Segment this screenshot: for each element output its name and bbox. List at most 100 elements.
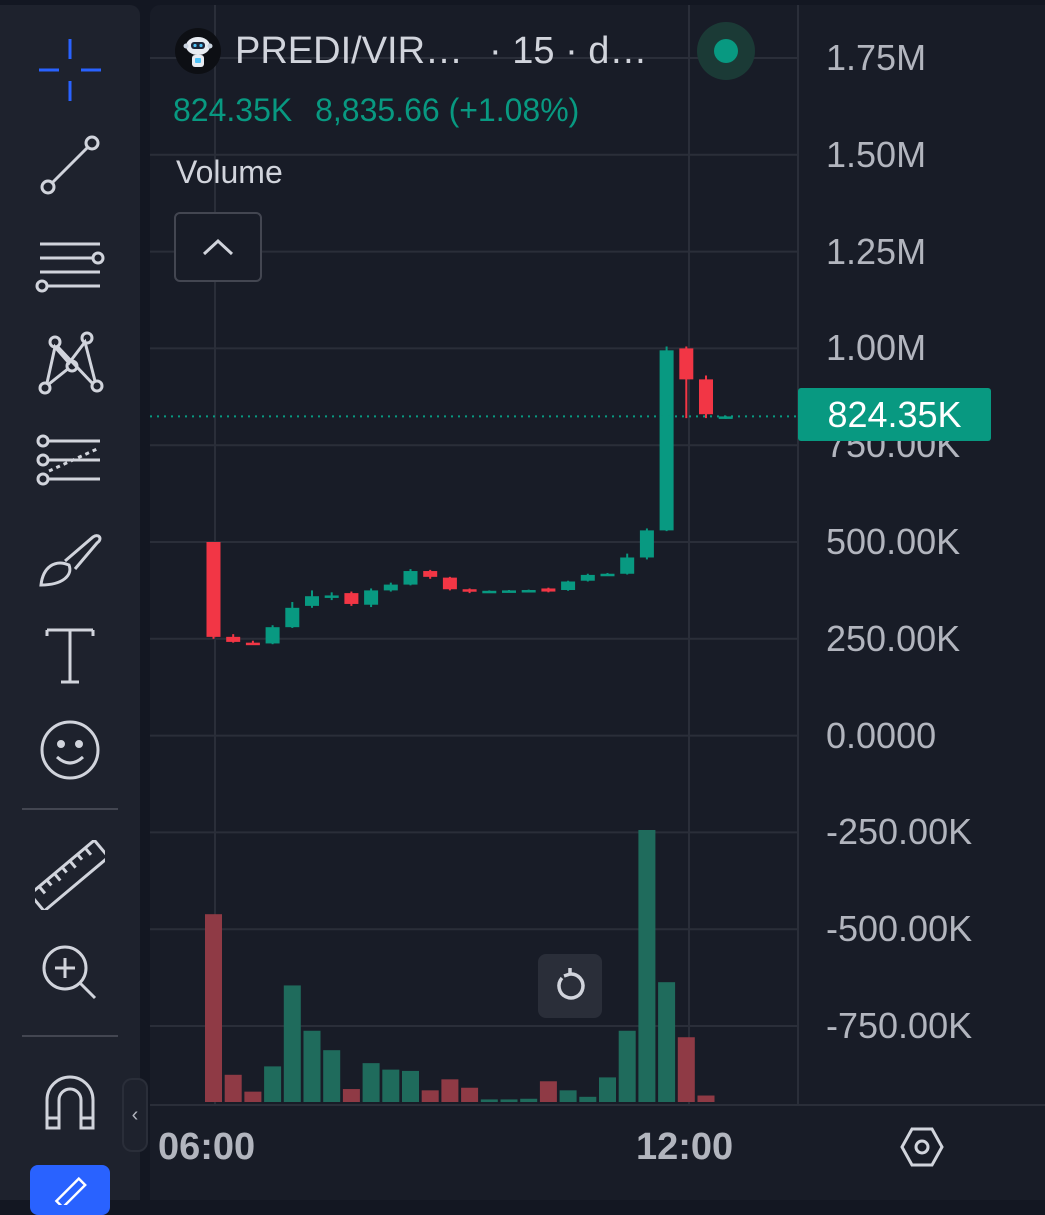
candle <box>541 587 556 593</box>
reset-icon <box>557 968 585 1000</box>
drawing-toolbar <box>0 0 140 1215</box>
ruler-icon <box>35 840 105 910</box>
candle <box>226 634 241 643</box>
price-axis-label: -250.00K <box>826 811 973 853</box>
volume-bar <box>599 1077 616 1102</box>
volume-bar <box>658 982 676 1102</box>
volume-bar <box>618 1030 636 1102</box>
collapse-legend-button[interactable] <box>174 212 262 282</box>
volume-bar <box>579 1096 597 1102</box>
candle-body <box>541 588 556 592</box>
volume-bar <box>264 1066 282 1102</box>
volume-bars <box>205 830 715 1102</box>
crosshair-tool[interactable] <box>20 30 120 110</box>
candle-body <box>423 571 438 577</box>
symbol-interval[interactable]: · 15 · d… <box>489 29 648 72</box>
candle <box>245 640 260 646</box>
pattern-tool[interactable] <box>20 323 120 403</box>
candle-body <box>442 577 457 590</box>
volume-bar <box>244 1091 262 1102</box>
brush-tool[interactable] <box>20 520 120 600</box>
pattern-icon <box>38 331 104 395</box>
symbol-legend[interactable]: PREDI/VIR… · 15 · d… <box>175 28 647 74</box>
candle <box>403 569 418 586</box>
text-tool[interactable] <box>20 615 120 695</box>
price-axis-label: -500.00K <box>826 908 973 950</box>
ruler-tool[interactable] <box>20 835 120 915</box>
symbol-title[interactable]: PREDI/VIR… <box>235 29 464 72</box>
candle <box>442 576 457 591</box>
candlestick-series <box>206 346 733 646</box>
chevron-left-icon: ‹ <box>131 1103 139 1126</box>
volume-bar <box>638 830 656 1102</box>
candle-body <box>561 581 576 591</box>
volume-bar <box>697 1095 715 1102</box>
market-status-indicator[interactable] <box>697 22 755 80</box>
reset-chart-button[interactable] <box>538 954 602 1018</box>
candle <box>679 346 694 419</box>
settings-icon[interactable] <box>900 1125 944 1169</box>
volume-bar <box>677 1037 695 1102</box>
candle-body <box>206 542 221 637</box>
toolbar-divider <box>22 1035 118 1037</box>
emoji-icon <box>40 720 100 780</box>
candle-body <box>285 607 300 628</box>
horizontal-lines-tool[interactable] <box>20 225 120 305</box>
last-price-tag: 824.35K <box>798 388 991 441</box>
volume-indicator-label[interactable]: Volume <box>176 154 283 190</box>
candle-body <box>718 416 733 419</box>
volume-bar <box>539 1081 557 1102</box>
candle <box>699 375 713 419</box>
candle <box>502 590 516 593</box>
candle <box>600 572 615 577</box>
candle-body <box>620 557 635 574</box>
volume-bar <box>500 1099 518 1102</box>
candle-body <box>482 590 497 594</box>
candle <box>383 582 398 592</box>
volume-bar <box>224 1074 242 1102</box>
zoom-in-icon <box>42 945 97 1000</box>
chevron-up-icon <box>202 238 234 256</box>
price-axis-label: 1.25M <box>826 230 927 272</box>
candle <box>305 590 319 608</box>
price-axis-label: 1.75M <box>826 37 927 78</box>
time-label-0600: 06:00 <box>158 1126 256 1168</box>
magnet-tool[interactable] <box>20 1063 120 1143</box>
status-dot <box>714 39 738 63</box>
brush-icon <box>39 534 102 587</box>
volume-bar <box>520 1098 538 1102</box>
price-axis-label: 0.0000 <box>826 714 937 756</box>
candle-body <box>639 530 654 558</box>
time-label-1200: 12:00 <box>636 1126 734 1168</box>
volume-bar <box>342 1089 360 1102</box>
ohlc-values: 824.35K 8,835.66 (+1.08%) <box>173 92 593 129</box>
last-value: 824.35K <box>173 92 293 128</box>
text-icon <box>45 628 95 684</box>
volume-bar <box>559 1090 577 1102</box>
emoji-tool[interactable] <box>20 710 120 790</box>
candle <box>206 542 221 639</box>
candle-body <box>462 589 477 592</box>
candle <box>659 346 674 532</box>
candle-body <box>403 571 418 585</box>
forecast-tool[interactable] <box>20 420 120 500</box>
pencil-icon <box>54 1176 87 1205</box>
horizontal-lines-icon <box>35 242 105 293</box>
candle-body <box>600 573 615 577</box>
candle <box>423 569 438 579</box>
candle <box>620 553 635 575</box>
trend-line-tool[interactable] <box>20 125 120 205</box>
toolbar-collapse-button[interactable]: ‹ <box>122 1078 148 1152</box>
candle-body <box>659 350 674 531</box>
candle-body <box>305 596 319 606</box>
candle <box>364 588 379 608</box>
trend-line-icon <box>40 135 100 195</box>
price-change: 8,835.66 (+1.08%) <box>315 92 580 128</box>
zoom-in-tool[interactable] <box>20 933 120 1013</box>
candle <box>324 592 339 601</box>
candle-body <box>383 584 398 591</box>
drawing-toolbar-panel <box>0 5 140 1215</box>
candle-body <box>324 595 339 598</box>
candle-body <box>245 642 260 646</box>
